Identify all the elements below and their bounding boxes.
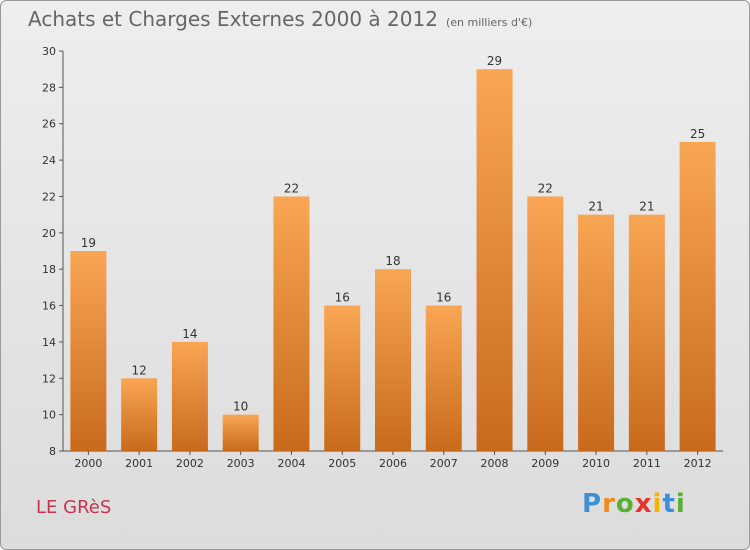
y-tick-label: 22 [42,190,56,203]
data-label: 19 [81,236,96,250]
chart-title: Achats et Charges Externes 2000 à 2012 (e… [28,7,532,31]
data-label: 25 [690,127,705,141]
data-label: 12 [132,363,147,377]
bar-2005 [324,305,361,451]
x-tick-label: 2004 [277,457,305,470]
y-tick-label: 8 [49,445,56,458]
chart-subtitle: (en milliers d'€) [445,16,533,29]
logo-letter: o [615,489,635,519]
y-tick-label: 12 [42,372,56,385]
bar-2007 [425,305,462,451]
logo-letter: x [634,489,653,519]
proxiti-logo: Proxiti [582,489,686,519]
x-tick-label: 2001 [125,457,153,470]
x-tick-label: 2010 [582,457,610,470]
data-label: 10 [233,400,248,414]
data-label: 18 [385,254,400,268]
bar-2001 [121,378,158,451]
data-label: 14 [182,327,197,341]
logo-letter: r [602,489,616,519]
x-tick-label: 2009 [531,457,559,470]
bar-2000 [70,251,107,451]
title-text: Achats et Charges Externes 2000 à 2012 [28,7,438,31]
logo-letter: i [675,489,686,519]
bar-2003 [222,414,259,451]
data-label: 16 [436,291,451,305]
data-label: 22 [538,181,553,195]
y-tick-label: 24 [42,154,56,167]
data-label: 22 [284,181,299,195]
logo-letter: i [652,489,663,519]
x-tick-label: 2003 [227,457,255,470]
x-tick-label: 2006 [379,457,407,470]
commune-name: LE GRèS [36,497,112,518]
x-tick-label: 2011 [633,457,661,470]
x-tick-label: 2008 [481,457,509,470]
data-label: 21 [639,200,654,214]
bar-2011 [628,214,665,451]
y-tick-label: 10 [42,409,56,422]
logo-letter: P [582,489,603,519]
x-tick-label: 2000 [74,457,102,470]
x-tick-label: 2005 [328,457,356,470]
bar-2002 [171,341,208,451]
y-tick-label: 14 [42,336,56,349]
y-tick-label: 30 [42,45,56,58]
bar-2008 [476,69,513,451]
y-tick-label: 20 [42,227,56,240]
x-tick-label: 2002 [176,457,204,470]
bar-2010 [578,214,615,451]
bar-2004 [273,196,310,451]
x-tick-label: 2012 [684,457,712,470]
data-label: 21 [588,200,603,214]
bar-2009 [527,196,564,451]
bar-2006 [375,269,411,451]
logo-letter: t [662,489,676,519]
y-tick-label: 18 [42,263,56,276]
bar-2012 [679,141,716,451]
data-label: 29 [487,54,502,68]
y-tick-label: 26 [42,118,56,131]
y-tick-label: 28 [42,81,56,94]
y-tick-label: 16 [42,300,56,313]
x-tick-label: 2007 [430,457,458,470]
data-label: 16 [335,291,350,305]
